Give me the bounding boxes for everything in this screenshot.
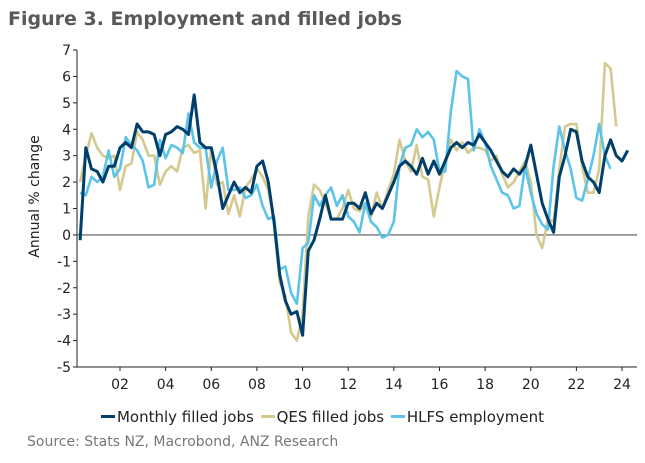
y-tick-label: 4 bbox=[62, 122, 71, 138]
legend-label: HLFS employment bbox=[406, 407, 545, 426]
x-tick-label: 22 bbox=[567, 377, 585, 393]
series-line-monthly-filled-jobs bbox=[78, 93, 630, 337]
y-tick-label: 3 bbox=[62, 149, 71, 165]
x-tick-label: 06 bbox=[202, 377, 220, 393]
y-tick-label: -1 bbox=[57, 254, 71, 270]
x-tick-label: 04 bbox=[157, 377, 175, 393]
y-axis-label: Annual % change bbox=[27, 135, 43, 257]
legend-swatch bbox=[260, 415, 275, 418]
x-tick-label: 08 bbox=[248, 377, 266, 393]
y-tick-label: 7 bbox=[62, 43, 71, 59]
x-tick-label: 20 bbox=[522, 377, 540, 393]
legend: Monthly filled jobs QES filled jobs HLFS… bbox=[0, 404, 645, 426]
source-note: Source: Stats NZ, Macrobond, ANZ Researc… bbox=[27, 434, 339, 450]
x-tick-label: 14 bbox=[385, 377, 403, 393]
x-tick-label: 16 bbox=[431, 377, 449, 393]
y-tick-label: -3 bbox=[57, 307, 71, 323]
y-tick-label: 5 bbox=[62, 96, 71, 112]
y-tick-label: 2 bbox=[62, 175, 71, 191]
legend-swatch bbox=[100, 415, 115, 418]
x-tick-label: 12 bbox=[339, 377, 357, 393]
legend-item-qes-filled-jobs: QES filled jobs bbox=[260, 407, 385, 426]
x-tick-label: 10 bbox=[294, 377, 312, 393]
y-tick-label: -4 bbox=[57, 334, 71, 350]
legend-label: Monthly filled jobs bbox=[116, 407, 254, 426]
x-tick-label: 02 bbox=[111, 377, 129, 393]
series-line-qes-filled-jobs bbox=[78, 61, 618, 342]
y-tick-label: -5 bbox=[57, 360, 71, 376]
x-tick-label: 18 bbox=[476, 377, 494, 393]
legend-item-monthly-filled-jobs: Monthly filled jobs bbox=[100, 407, 254, 426]
chart-title: Figure 3. Employment and filled jobs bbox=[8, 8, 403, 30]
y-tick-label: 1 bbox=[62, 202, 71, 218]
legend-label: QES filled jobs bbox=[276, 407, 385, 426]
y-tick-label: 0 bbox=[62, 228, 71, 244]
legend-item-hlfs-employment: HLFS employment bbox=[390, 407, 545, 426]
legend-swatch bbox=[390, 415, 405, 418]
series-line-hlfs-employment bbox=[79, 69, 612, 305]
x-tick-label: 24 bbox=[613, 377, 631, 393]
y-tick-label: 6 bbox=[62, 69, 71, 85]
y-tick-label: -2 bbox=[57, 281, 71, 297]
